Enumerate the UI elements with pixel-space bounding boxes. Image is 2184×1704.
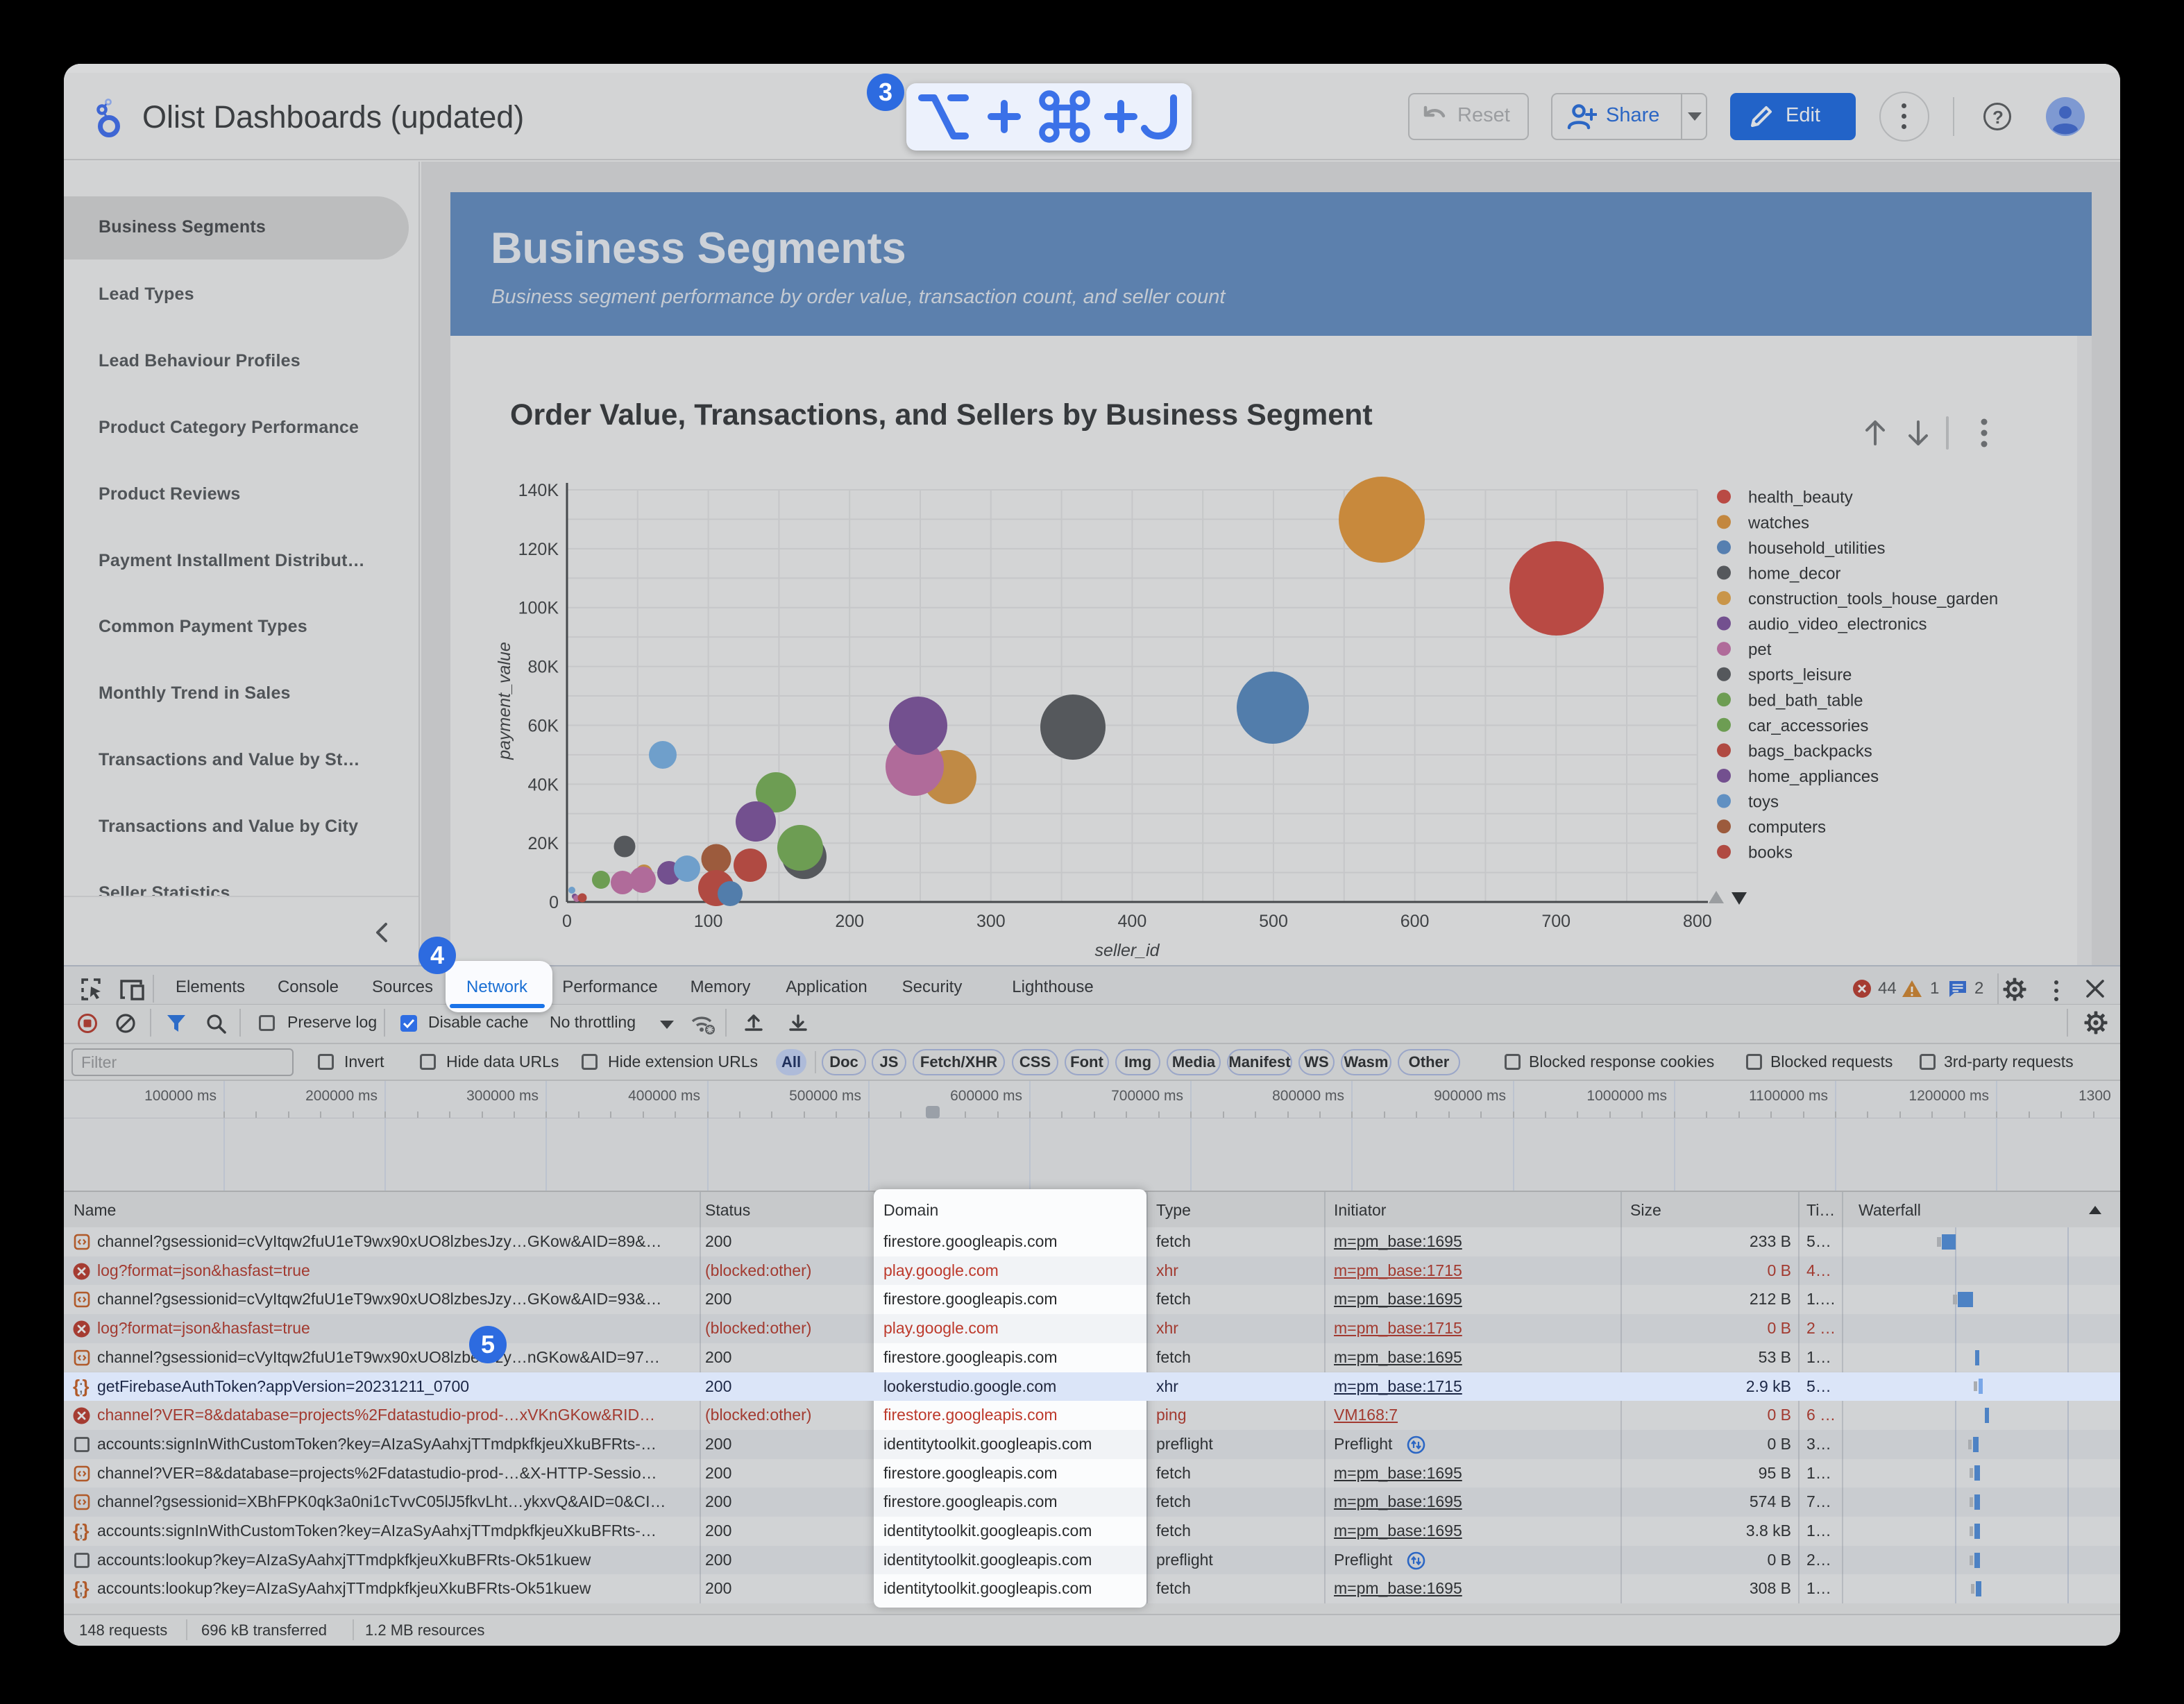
svg-text:120K: 120K <box>518 540 559 559</box>
svg-text:500: 500 <box>1259 912 1288 931</box>
svg-text:payment_value: payment_value <box>495 642 514 760</box>
svg-text:home_appliances: home_appliances <box>1748 767 1879 786</box>
svg-text:20K: 20K <box>528 834 559 853</box>
svg-text:600: 600 <box>1400 912 1430 931</box>
svg-text:800: 800 <box>1683 912 1712 931</box>
svg-text:audio_video_electronics: audio_video_electronics <box>1748 615 1927 634</box>
svg-text:100K: 100K <box>518 599 559 618</box>
svg-text:pet: pet <box>1748 640 1772 659</box>
svg-text:200: 200 <box>835 912 864 931</box>
svg-text:0: 0 <box>562 912 572 931</box>
svg-text:300: 300 <box>976 912 1006 931</box>
svg-text:0: 0 <box>549 893 559 912</box>
svg-text:toys: toys <box>1748 793 1779 812</box>
svg-text:700: 700 <box>1541 912 1571 931</box>
svg-text:bed_bath_table: bed_bath_table <box>1748 691 1863 710</box>
svg-text:car_accessories: car_accessories <box>1748 717 1868 735</box>
svg-text:watches: watches <box>1747 513 1809 532</box>
svg-text:household_utilities: household_utilities <box>1748 539 1885 558</box>
svg-text:health_beauty: health_beauty <box>1748 488 1853 507</box>
svg-text:seller_id: seller_id <box>1094 941 1160 960</box>
svg-text:sports_leisure: sports_leisure <box>1748 666 1852 685</box>
svg-text:construction_tools_house_garde: construction_tools_house_garden <box>1748 590 1998 608</box>
svg-text:40K: 40K <box>528 775 559 794</box>
svg-text:computers: computers <box>1748 818 1826 837</box>
svg-text:home_decor: home_decor <box>1748 564 1840 583</box>
svg-text:100: 100 <box>694 912 723 931</box>
svg-text:Order Value, Transactions, and: Order Value, Transactions, and Sellers b… <box>510 398 1373 432</box>
svg-text:bags_backpacks: bags_backpacks <box>1748 742 1872 760</box>
svg-text:60K: 60K <box>528 716 559 735</box>
svg-text:140K: 140K <box>518 481 559 500</box>
svg-text:80K: 80K <box>528 658 559 677</box>
svg-text:books: books <box>1748 844 1793 862</box>
svg-text:400: 400 <box>1118 912 1147 931</box>
